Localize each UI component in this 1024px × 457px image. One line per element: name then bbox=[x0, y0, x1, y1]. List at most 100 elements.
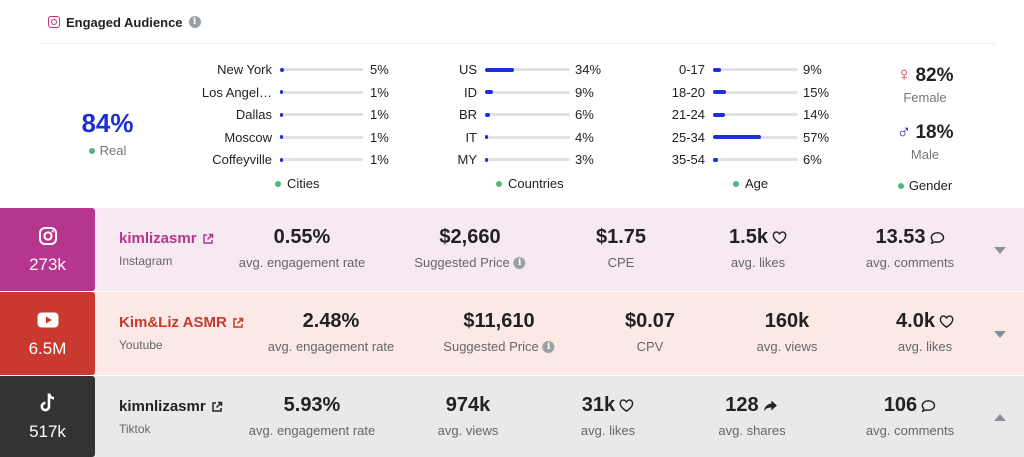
youtube-icon bbox=[37, 309, 59, 331]
age-row-bar bbox=[713, 90, 798, 94]
cities-row-bar bbox=[280, 90, 363, 94]
cities-row-bar-fill bbox=[280, 157, 283, 162]
female-stat: ♀ 82% Female bbox=[880, 64, 970, 105]
metric-label: avg. comments bbox=[865, 423, 955, 438]
countries-row-bar bbox=[485, 157, 570, 162]
cities-row: New York 5% bbox=[180, 62, 390, 85]
countries-row-label: US bbox=[458, 62, 477, 77]
info-icon[interactable]: i bbox=[188, 16, 201, 28]
countries-row-bar-fill bbox=[485, 90, 493, 94]
external-link-icon bbox=[233, 317, 244, 328]
countries-row: MY 3% bbox=[430, 152, 605, 175]
metric: $2,660 Suggested Price i bbox=[414, 226, 526, 270]
countries-row-bar-fill bbox=[485, 157, 488, 162]
metric: 128 avg. shares bbox=[718, 394, 785, 438]
cities-row: Coffeyville 1% bbox=[180, 152, 390, 175]
tiktok-icon bbox=[37, 392, 59, 414]
instagram-row[interactable]: 273k kimlizasmr Instagram 0.55% avg. eng… bbox=[0, 208, 1024, 291]
countries-row-bar-fill bbox=[485, 135, 489, 139]
external-link-icon bbox=[211, 401, 222, 412]
age-row-pct: 57% bbox=[803, 129, 830, 145]
cities-row-pct: 1% bbox=[370, 152, 389, 167]
cities-row-bar-fill bbox=[280, 90, 283, 94]
followers-count: 273k bbox=[29, 254, 66, 274]
account: kimlizasmr Instagram bbox=[119, 230, 214, 268]
cities-row: Dallas 1% bbox=[180, 107, 390, 130]
age-legend-label: Age bbox=[745, 176, 769, 191]
age-row: 21-24 14% bbox=[660, 107, 835, 130]
metric-label: avg. views bbox=[437, 423, 499, 438]
instagram-icon bbox=[37, 225, 59, 247]
tiktok-row[interactable]: 517k kimnlizasmr Tiktok 5.93% avg. engag… bbox=[0, 376, 1024, 457]
gender-legend: Gender bbox=[880, 178, 970, 193]
instagram-icon bbox=[48, 16, 60, 28]
metric-label: avg. engagement rate bbox=[248, 423, 376, 438]
heart-icon bbox=[772, 230, 787, 244]
metric: 31k avg. likes bbox=[581, 394, 635, 438]
age-row-pct: 15% bbox=[803, 84, 830, 100]
expand-chevron-icon[interactable] bbox=[994, 331, 1006, 338]
age-row-bar bbox=[713, 112, 798, 117]
metric-value: $11,610 bbox=[463, 310, 535, 332]
youtube-row[interactable]: 6.5M Kim&Liz ASMR Youtube 2.48% avg. eng… bbox=[0, 292, 1024, 375]
countries-row-pct: 34% bbox=[575, 62, 602, 77]
cities-row-bar-fill bbox=[280, 67, 285, 72]
metric-value: $0.07 bbox=[624, 310, 676, 332]
metric-label: avg. likes bbox=[897, 339, 953, 354]
age-legend: Age bbox=[733, 176, 768, 191]
metric-label: avg. shares bbox=[718, 423, 786, 438]
account-link[interactable]: Kim&Liz ASMR bbox=[119, 314, 244, 331]
real-value: 84% bbox=[81, 108, 134, 138]
countries-distribution: US 34% ID 9% BR 6% IT 4% MY 3% bbox=[430, 62, 605, 175]
metric: 160k avg. views bbox=[757, 310, 818, 354]
legend-dot bbox=[733, 180, 739, 187]
countries-row-label: MY bbox=[457, 152, 478, 167]
age-row-label: 0-17 bbox=[678, 62, 705, 77]
account-link[interactable]: kimnlizasmr bbox=[119, 398, 223, 415]
cities-row-bar-fill bbox=[280, 135, 283, 139]
metric-label: Suggested Price bbox=[414, 255, 510, 270]
followers-count: 517k bbox=[29, 421, 66, 441]
countries-row-bar bbox=[485, 135, 570, 139]
cities-row-bar bbox=[280, 157, 363, 162]
metric: $1.75 CPE bbox=[596, 226, 646, 270]
metric-label-row: Suggested Price i bbox=[414, 255, 526, 270]
age-row-bar bbox=[713, 157, 798, 162]
metric-value: 31k bbox=[581, 394, 616, 416]
age-row-pct: 6% bbox=[803, 152, 822, 167]
metric-label: Suggested Price bbox=[443, 339, 539, 354]
metric: 0.55% avg. engagement rate bbox=[239, 226, 365, 270]
metric-value: $1.75 bbox=[595, 226, 647, 248]
countries-row-label: ID bbox=[464, 84, 477, 100]
female-icon: ♀ bbox=[896, 64, 912, 86]
male-value: 18% bbox=[915, 121, 954, 143]
section-title: Engaged Audience bbox=[66, 14, 183, 30]
age-row: 0-17 9% bbox=[660, 62, 835, 85]
info-icon[interactable]: i bbox=[542, 340, 555, 353]
age-row: 35-54 6% bbox=[660, 152, 835, 175]
cities-distribution: New York 5% Los Angel… 1% Dallas 1% Moscow 1% Co… bbox=[180, 62, 390, 175]
countries-row: IT 4% bbox=[430, 130, 605, 153]
expand-chevron-icon[interactable] bbox=[994, 247, 1006, 254]
countries-row-bar bbox=[485, 112, 570, 117]
age-row-label: 25-34 bbox=[671, 129, 705, 145]
age-row-bar-fill bbox=[713, 90, 726, 94]
cities-row: Moscow 1% bbox=[180, 130, 390, 153]
info-icon[interactable]: i bbox=[513, 256, 526, 269]
collapse-chevron-icon[interactable] bbox=[994, 414, 1006, 421]
metric-label: CPV bbox=[636, 339, 664, 354]
metric-value-row: 4.0k bbox=[896, 310, 954, 333]
account: Kim&Liz ASMR Youtube bbox=[119, 314, 244, 352]
account-link[interactable]: kimlizasmr bbox=[119, 230, 214, 247]
account: kimnlizasmr Tiktok bbox=[119, 398, 223, 436]
legend-dot bbox=[496, 180, 502, 187]
countries-row: BR 6% bbox=[430, 107, 605, 130]
cities-row-bar bbox=[280, 112, 363, 117]
share-arrow-icon bbox=[764, 400, 778, 411]
external-link-icon bbox=[202, 233, 213, 244]
gender-stats: ♀ 82% Female ♂ 18% Male Gender bbox=[880, 64, 970, 193]
metric-label-row: Suggested Price i bbox=[443, 339, 555, 354]
metric-value: 13.53 bbox=[875, 226, 926, 248]
cities-row-label: Coffeyville bbox=[212, 152, 272, 167]
legend-dot bbox=[897, 182, 904, 189]
